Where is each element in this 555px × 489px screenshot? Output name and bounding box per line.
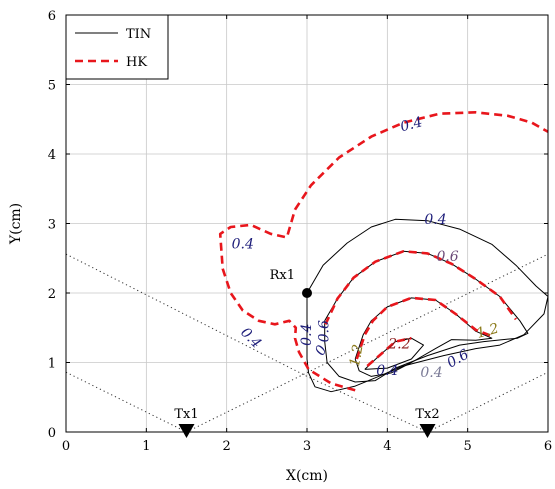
contour-label-7: 0 (312, 343, 330, 359)
y-tick-label-4: 4 (48, 148, 56, 163)
legend-box (66, 15, 168, 79)
legend-label-hk: HK (126, 55, 147, 70)
contour-label-3: 0.4 (232, 236, 254, 252)
contour-label-9: 1.2 (475, 321, 501, 342)
contour-label-1: 0.6 (436, 249, 458, 265)
marker-tx2 (420, 424, 436, 438)
y-tick-label-1: 1 (48, 357, 56, 372)
legend: TIN HK (66, 15, 168, 79)
contour-label-11: 0.4 (376, 363, 398, 379)
dotted-line-2 (187, 254, 549, 432)
contour-label-0: 0.4 (424, 212, 446, 228)
contour-label-2: 0.4 (399, 114, 425, 135)
x-tick-label-2: 2 (223, 439, 231, 454)
y-axis-label: Y(cm) (8, 203, 24, 245)
contour-label-12: 0.4 (420, 365, 442, 381)
x-tick-label-6: 6 (544, 439, 552, 454)
contour-label-6: 0.6 (317, 320, 333, 342)
y-tick-label-2: 2 (48, 287, 56, 302)
marker-label-tx1: Tx1 (174, 407, 198, 422)
contour-label-4: 0.4 (237, 325, 264, 352)
x-tick-label-1: 1 (142, 439, 150, 454)
x-axis-label: X(cm) (286, 468, 328, 484)
dotted-line-3 (428, 372, 549, 432)
marker-label-rx1: Rx1 (270, 268, 295, 283)
dotted-line-1 (66, 372, 187, 432)
contour-label-8: 1.2 (347, 343, 367, 368)
x-tick-label-4: 4 (383, 439, 391, 454)
contour-label-10: 2.2 (387, 336, 410, 352)
marker-label-tx2: Tx2 (415, 407, 439, 422)
x-tick-label-0: 0 (62, 439, 70, 454)
x-tick-label-5: 5 (464, 439, 472, 454)
marker-rx1 (302, 288, 312, 298)
marker-tx1 (179, 424, 195, 438)
y-tick-label-5: 5 (48, 79, 56, 94)
y-tick-label-3: 3 (48, 218, 56, 233)
legend-label-tin: TIN (126, 27, 151, 42)
y-tick-label-6: 6 (48, 9, 56, 24)
y-tick-label-0: 0 (48, 426, 56, 441)
x-tick-label-3: 3 (303, 439, 311, 454)
contour-label-5: 0.4 (299, 324, 315, 346)
